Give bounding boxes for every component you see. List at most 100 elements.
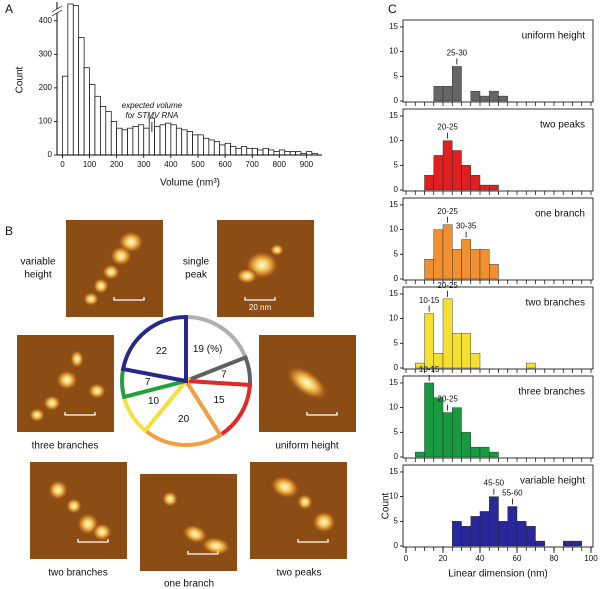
bar bbox=[127, 127, 134, 156]
afm-image bbox=[30, 462, 127, 559]
x-tick-label: 0 bbox=[60, 160, 65, 169]
y-tick-label: 0 bbox=[394, 96, 399, 105]
peak-label: 45-50 bbox=[484, 479, 505, 488]
bar bbox=[516, 521, 527, 547]
bar bbox=[461, 239, 471, 280]
image-caption: peak bbox=[185, 270, 208, 281]
scale-bar bbox=[297, 539, 329, 543]
bar bbox=[452, 407, 462, 458]
bar bbox=[526, 526, 536, 547]
y-tick-label: 300 bbox=[39, 49, 53, 58]
y-tick-label: 15 bbox=[389, 22, 398, 31]
bar bbox=[67, 3, 74, 156]
y-tick-label: 0 bbox=[394, 541, 399, 550]
x-tick-label: 500 bbox=[191, 160, 205, 169]
bar bbox=[489, 451, 499, 458]
y-tick-label: 5 bbox=[394, 427, 399, 436]
molecule bbox=[270, 244, 284, 256]
peak-label: 20-25 bbox=[437, 281, 458, 290]
bar bbox=[137, 124, 145, 156]
image-caption: variable bbox=[20, 257, 55, 268]
bar bbox=[203, 137, 210, 156]
panel-title: two peaks bbox=[540, 120, 585, 131]
y-tick-label: 10 bbox=[389, 47, 398, 56]
bar bbox=[470, 516, 481, 547]
y-tick-label: 0 bbox=[394, 185, 399, 194]
molecule bbox=[236, 268, 258, 284]
y-tick-label: 15 bbox=[389, 289, 398, 298]
bar bbox=[284, 151, 291, 156]
bar bbox=[452, 333, 462, 369]
panel-frame bbox=[402, 375, 594, 459]
scale-bar bbox=[64, 412, 96, 416]
image-background bbox=[250, 462, 347, 559]
panel-frame bbox=[402, 464, 594, 548]
molecule bbox=[83, 292, 99, 306]
y-tick-label: 10 bbox=[389, 136, 398, 145]
x-tick-label: 80 bbox=[550, 554, 559, 563]
x-tick-label: 200 bbox=[110, 160, 124, 169]
bar bbox=[442, 140, 453, 191]
x-tick-label: 100 bbox=[83, 160, 97, 169]
molecule bbox=[286, 366, 328, 400]
y-tick-label: 10 bbox=[389, 492, 398, 501]
bar bbox=[424, 174, 434, 191]
bar bbox=[452, 521, 462, 547]
molecule bbox=[70, 350, 84, 368]
bar bbox=[170, 124, 177, 156]
bar bbox=[452, 150, 462, 191]
pie-slice bbox=[184, 314, 249, 384]
panel-label: A bbox=[5, 2, 13, 16]
bar bbox=[489, 184, 499, 191]
bar bbox=[424, 313, 434, 369]
peak-label: 30-35 bbox=[456, 222, 477, 231]
image-caption: uniform height bbox=[275, 441, 339, 452]
x-tick-label: 400 bbox=[164, 160, 178, 169]
panel-title: uniform height bbox=[522, 31, 586, 42]
peak-label: 25-30 bbox=[447, 49, 468, 58]
bar bbox=[241, 146, 248, 156]
bar bbox=[424, 259, 434, 280]
bar bbox=[295, 151, 302, 156]
image-caption: two peaks bbox=[276, 568, 321, 579]
molecule bbox=[93, 278, 109, 294]
y-tick-label: 5 bbox=[394, 249, 399, 258]
bar bbox=[479, 184, 490, 191]
x-tick-label: 800 bbox=[273, 160, 287, 169]
bar bbox=[262, 147, 269, 156]
panel-frame bbox=[402, 197, 594, 281]
bar bbox=[572, 540, 582, 547]
bar bbox=[278, 149, 286, 156]
bar bbox=[208, 139, 215, 156]
y-tick-label: 0 bbox=[394, 452, 399, 461]
scale-bar bbox=[113, 297, 145, 301]
bar bbox=[116, 127, 123, 156]
molecule bbox=[56, 370, 78, 390]
y-tick-label: 0 bbox=[48, 150, 53, 159]
molecule bbox=[66, 498, 82, 514]
bar bbox=[442, 85, 453, 102]
afm-image bbox=[250, 462, 347, 559]
scale-label: 20 nm bbox=[249, 303, 272, 312]
bar bbox=[470, 446, 481, 458]
afm-image bbox=[66, 220, 163, 317]
y-tick-label: 10 bbox=[389, 403, 398, 412]
bar bbox=[479, 511, 490, 547]
y-tick-label: 15 bbox=[389, 467, 398, 476]
panel-title: variable height bbox=[520, 476, 585, 487]
peak-label: 10-15 bbox=[419, 296, 440, 305]
pie-label: 20 bbox=[178, 414, 190, 425]
bar bbox=[461, 165, 471, 191]
pie-label: 10 bbox=[148, 396, 160, 407]
bar bbox=[154, 126, 161, 156]
molecule bbox=[297, 494, 313, 510]
bar bbox=[461, 432, 471, 458]
axis-break bbox=[52, 6, 62, 16]
y-tick-label: 400 bbox=[39, 16, 53, 25]
bar bbox=[489, 263, 499, 280]
scale-bar bbox=[306, 412, 338, 416]
bar bbox=[498, 95, 508, 102]
x-tick-label: 40 bbox=[476, 554, 485, 563]
bar bbox=[192, 134, 199, 156]
bar bbox=[83, 67, 90, 156]
